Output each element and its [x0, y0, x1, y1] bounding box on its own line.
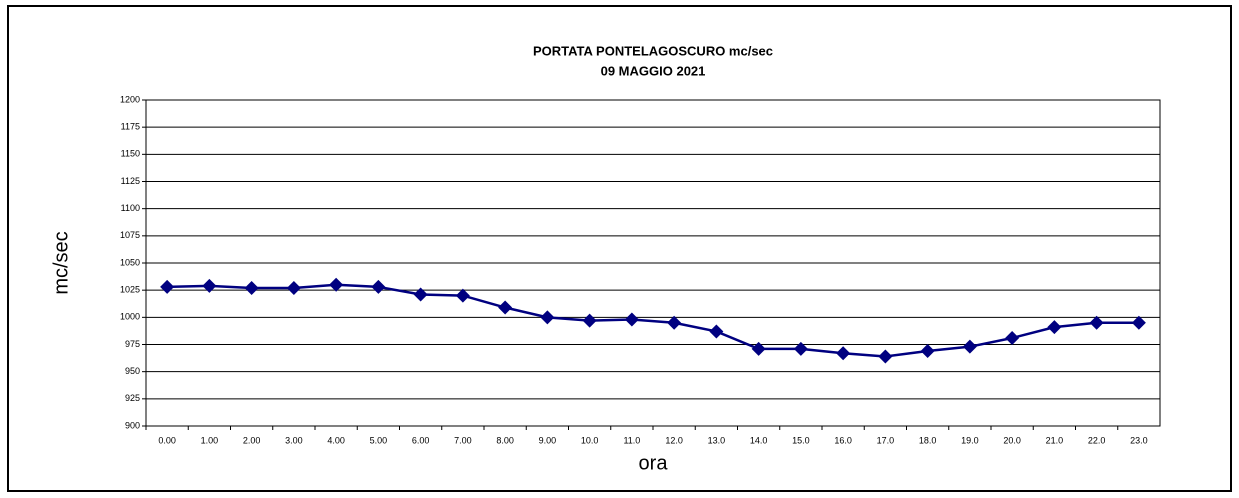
data-marker: [329, 277, 344, 292]
data-marker: [920, 344, 935, 359]
x-tick-label: 22.0: [1088, 435, 1106, 445]
x-tick-label: 1.00: [201, 435, 219, 445]
data-marker: [624, 312, 639, 327]
y-tick-label: 1075: [120, 230, 140, 240]
x-tick-label: 8.00: [496, 435, 514, 445]
x-tick-label: 11.0: [623, 435, 640, 445]
x-tick-label: 14.0: [750, 435, 768, 445]
y-tick-label: 1125: [121, 176, 140, 186]
x-tick-label: 19.0: [961, 435, 979, 445]
data-marker: [202, 278, 217, 293]
data-marker: [244, 280, 259, 295]
chart-subtitle: 09 MAGGIO 2021: [601, 63, 706, 78]
x-tick-label: 9.00: [539, 435, 557, 445]
y-tick-label: 975: [125, 339, 140, 349]
x-tick-label: 21.0: [1046, 435, 1064, 445]
y-tick-label: 950: [125, 366, 140, 376]
data-marker: [751, 341, 766, 356]
x-tick-label: 6.00: [412, 435, 430, 445]
data-marker: [582, 313, 597, 328]
data-marker: [540, 310, 555, 325]
x-tick-label: 16.0: [834, 435, 852, 445]
data-marker: [836, 346, 851, 361]
data-marker: [1089, 315, 1104, 330]
data-marker: [667, 315, 682, 330]
y-tick-label: 925: [125, 393, 140, 403]
y-tick-label: 1150: [121, 149, 140, 159]
data-marker: [1047, 320, 1062, 335]
data-marker: [1005, 330, 1020, 345]
chart-title: PORTATA PONTELAGOSCURO mc/sec: [533, 43, 773, 58]
x-tick-label: 0.00: [158, 435, 176, 445]
data-marker: [1131, 315, 1146, 330]
x-tick-label: 23.0: [1130, 435, 1148, 445]
y-tick-label: 1175: [121, 122, 140, 132]
x-tick-label: 4.00: [327, 435, 345, 445]
y-tick-label: 1000: [120, 312, 140, 322]
data-marker: [371, 279, 386, 294]
y-tick-label: 1100: [121, 203, 140, 213]
y-tick-label: 1050: [120, 257, 140, 267]
x-tick-label: 20.0: [1003, 435, 1021, 445]
chart-frame: [7, 5, 1232, 492]
x-tick-label: 5.00: [370, 435, 388, 445]
x-tick-label: 15.0: [792, 435, 810, 445]
x-tick-label: 17.0: [877, 435, 895, 445]
y-tick-label: 900: [125, 420, 140, 430]
x-tick-label: 18.0: [919, 435, 937, 445]
x-tick-label: 7.00: [454, 435, 472, 445]
data-line: [167, 283, 1139, 358]
x-tick-label: 2.00: [243, 435, 261, 445]
data-marker: [160, 279, 175, 294]
data-marker: [793, 341, 808, 356]
x-tick-label: 12.0: [665, 435, 683, 445]
data-marker: [878, 349, 893, 364]
data-marker: [709, 324, 724, 339]
y-tick-label: 1200: [120, 94, 140, 104]
x-axis-label: ora: [639, 452, 669, 474]
data-marker: [962, 339, 977, 354]
data-marker: [455, 288, 470, 303]
data-marker: [498, 300, 513, 315]
x-tick-label: 13.0: [708, 435, 726, 445]
y-axis-label: mc/sec: [50, 231, 72, 294]
data-marker: [286, 280, 301, 295]
y-tick-label: 1025: [120, 285, 140, 295]
data-marker: [413, 287, 428, 302]
x-tick-label: 10.0: [581, 435, 599, 445]
x-tick-label: 3.00: [285, 435, 303, 445]
